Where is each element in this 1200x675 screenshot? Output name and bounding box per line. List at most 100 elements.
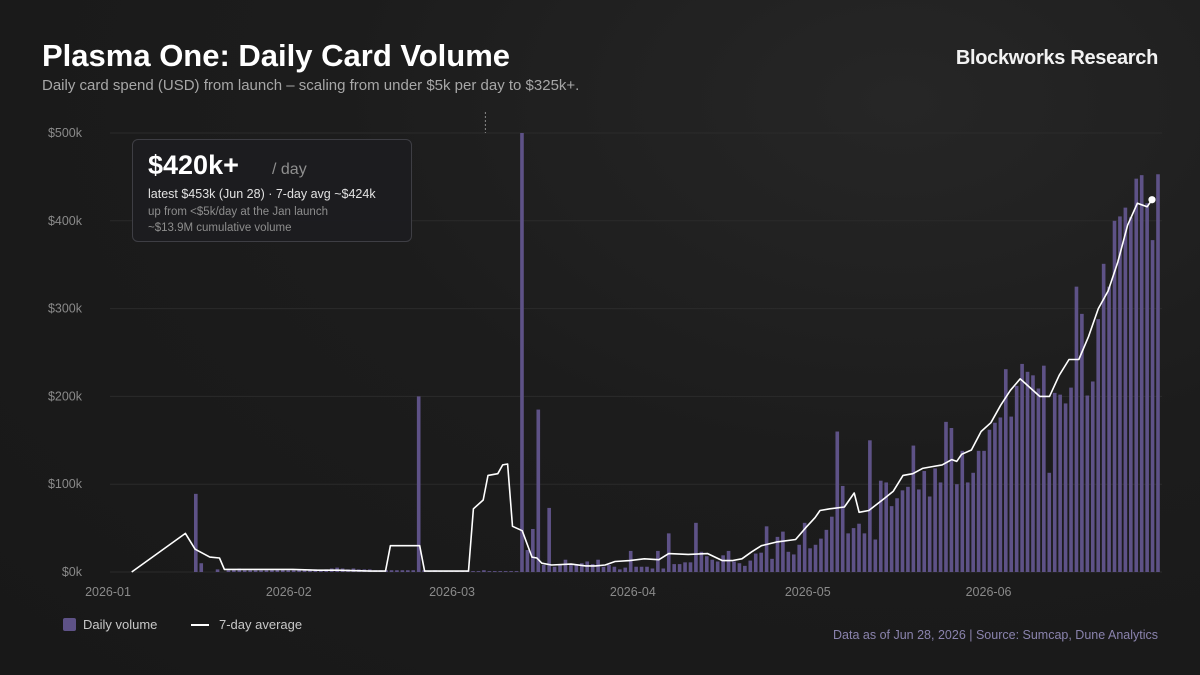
volume-bar [579, 563, 584, 572]
volume-bar [1156, 174, 1160, 573]
volume-bar [737, 563, 742, 572]
volume-bar [1074, 286, 1079, 572]
volume-bar [607, 564, 611, 572]
volume-bar [520, 133, 524, 572]
volume-bar [933, 468, 937, 572]
x-axis-ticks: 2026-01 2026-02 2026-03 2026-04 2026-05 2026-… [85, 585, 1011, 599]
volume-bar [835, 431, 840, 572]
volume-bar [960, 450, 965, 572]
volume-bar [1112, 220, 1117, 573]
volume-bar [688, 562, 693, 572]
volume-bar [1096, 319, 1101, 572]
volume-bar [889, 506, 894, 572]
volume-bar [808, 548, 812, 572]
volume-bar [753, 553, 758, 572]
volume-bar [275, 569, 280, 572]
volume-bar [645, 566, 649, 572]
average-line-path [131, 199, 1153, 573]
volume-bar [813, 544, 818, 572]
volume-bar [487, 571, 492, 572]
chart-subtitle: Daily card spend (USD) from launch – sca… [42, 77, 580, 94]
volume-bar [982, 450, 986, 572]
volume-bar [1139, 175, 1144, 573]
volume-bar [846, 533, 850, 572]
volume-bar [1042, 365, 1046, 572]
volume-bar [732, 561, 736, 572]
volume-bar [264, 570, 269, 572]
volume-bar [259, 570, 263, 572]
volume-bar [237, 568, 242, 572]
volume-bar [661, 568, 666, 572]
volume-bar [498, 571, 503, 572]
volume-bar [416, 396, 421, 572]
volume-bar [639, 566, 644, 572]
volume-bar [1063, 403, 1068, 572]
volume-bar [628, 550, 633, 572]
volume-bar [1085, 395, 1090, 572]
legend-line-swatch [191, 624, 209, 626]
y-tick-label: $500k [48, 126, 83, 140]
volume-bar [574, 564, 579, 572]
volume-bar [656, 550, 660, 572]
volume-bar [748, 560, 753, 572]
volume-bar [503, 571, 508, 572]
volume-bar [1129, 217, 1133, 572]
y-axis-ticks: $0k $100k $200k $300k $400k $500k [48, 126, 83, 579]
volume-bar [1150, 240, 1155, 572]
volume-bar [297, 569, 301, 572]
volume-bar [976, 450, 981, 572]
volume-bar [215, 569, 220, 572]
volume-bar [389, 570, 394, 572]
volume-bar [199, 563, 204, 572]
volume-bar [927, 496, 932, 572]
x-tick-label: 2026-01 [85, 585, 131, 599]
volume-bar [302, 569, 307, 572]
volume-bar [232, 569, 236, 572]
volume-bar [400, 570, 405, 572]
volume-bar [819, 538, 823, 572]
volume-bar [704, 556, 709, 572]
legend-bar-swatch [63, 618, 76, 631]
callout-cumulative-text: ~$13.9M cumulative volume [148, 222, 292, 234]
volume-bar [759, 552, 763, 572]
volume-bar [666, 533, 671, 572]
volume-bar [868, 440, 872, 572]
volume-bar [482, 570, 486, 572]
volume-bar [525, 550, 530, 572]
x-tick-label: 2026-04 [610, 585, 656, 599]
volume-bar [944, 421, 948, 572]
volume-bar [949, 428, 954, 572]
volume-bar [280, 569, 285, 572]
volume-bar [993, 422, 997, 572]
volume-bar [917, 489, 921, 572]
volume-bar [857, 523, 861, 572]
volume-bar [911, 445, 916, 572]
volume-bar [1020, 363, 1024, 572]
volume-bar [743, 565, 747, 572]
volume-bar [791, 554, 796, 572]
volume-bar [253, 570, 258, 572]
volume-bar [242, 570, 247, 572]
y-tick-label: $300k [48, 302, 83, 316]
volume-bar [987, 429, 992, 572]
volume-bar [270, 569, 274, 572]
volume-bar [884, 482, 889, 572]
volume-bar [721, 555, 725, 572]
y-tick-label: $0k [62, 565, 83, 579]
volume-bar [531, 528, 535, 572]
volume-bar [569, 564, 573, 572]
volume-bar [683, 562, 687, 572]
chart-title: Plasma One: Daily Card Volume [42, 38, 511, 73]
callout-value: $420k+ [148, 150, 239, 180]
volume-bar [672, 564, 676, 572]
volume-bar [634, 566, 638, 572]
volume-bar [998, 417, 1003, 572]
volume-bar [1003, 369, 1008, 572]
volume-bar [1014, 385, 1019, 572]
volume-bar [1009, 416, 1014, 572]
x-tick-label: 2026-05 [785, 585, 831, 599]
volume-bar [775, 536, 780, 572]
volume-bar [830, 516, 834, 572]
volume-bar [726, 550, 731, 572]
volume-bar [541, 564, 546, 572]
